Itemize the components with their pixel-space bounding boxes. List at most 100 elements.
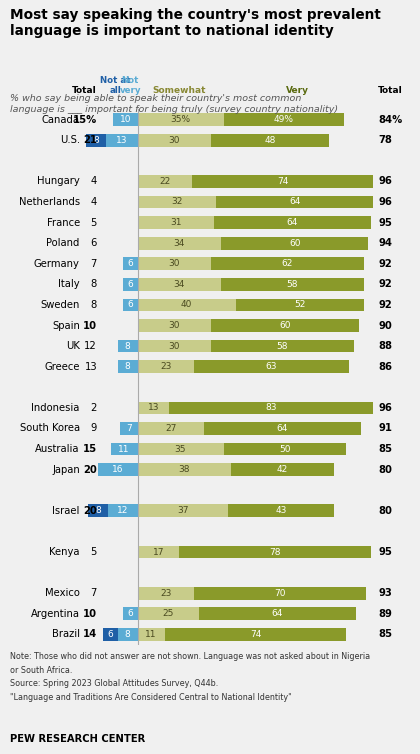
Bar [231,463,334,476]
Text: 64: 64 [277,424,288,433]
Text: 88: 88 [378,341,392,351]
Text: 30: 30 [169,259,180,268]
Text: 35%: 35% [171,115,191,124]
Bar [86,133,105,146]
Text: 64: 64 [272,609,283,618]
Text: 6: 6 [127,259,133,268]
Text: 16: 16 [112,465,123,474]
Text: 6: 6 [91,238,97,248]
Text: France: France [47,218,80,228]
Text: Canada: Canada [42,115,80,124]
Text: Argentina: Argentina [31,608,80,619]
Text: Japan: Japan [52,464,80,475]
Bar [165,628,346,641]
Text: 20: 20 [83,464,97,475]
Text: Kenya: Kenya [49,547,80,557]
Bar [123,278,137,291]
Bar [118,340,137,353]
Text: 60: 60 [279,321,291,330]
Text: 84%: 84% [378,115,402,124]
Text: 15%: 15% [73,115,97,124]
Text: 78: 78 [378,135,392,146]
Text: Brazil: Brazil [52,630,80,639]
Text: 7: 7 [126,424,132,433]
Text: Mexico: Mexico [45,588,80,598]
Text: 58: 58 [277,342,288,351]
Text: 38: 38 [178,465,190,474]
Text: 78: 78 [269,547,281,556]
Text: Australia: Australia [35,444,80,454]
Text: 40: 40 [181,300,192,309]
Text: Israel: Israel [52,506,80,516]
Text: 85: 85 [378,444,392,454]
Text: 7: 7 [91,588,97,598]
Text: UK: UK [66,341,80,351]
Text: 12: 12 [84,341,97,351]
Text: 92: 92 [378,300,392,310]
Text: 30: 30 [169,321,180,330]
Text: 6: 6 [108,630,113,639]
Text: 60: 60 [289,239,300,247]
Text: 96: 96 [378,197,392,207]
Text: 34: 34 [173,280,185,289]
Bar [137,401,170,414]
Bar [121,422,137,435]
Bar [194,360,349,373]
Bar [204,422,361,435]
Text: 14: 14 [83,630,97,639]
Bar [123,257,137,270]
Text: 96: 96 [378,176,392,186]
Text: PEW RESEARCH CENTER: PEW RESEARCH CENTER [10,734,146,744]
Text: 13: 13 [84,362,97,372]
Text: 95: 95 [378,218,392,228]
Bar [123,299,137,311]
Bar [221,237,368,250]
Bar [118,628,137,641]
Bar [170,401,373,414]
Text: Source: Spring 2023 Global Attitudes Survey, Q44b.: Source: Spring 2023 Global Attitudes Sur… [10,679,219,688]
Text: 8: 8 [95,507,101,515]
Text: 74: 74 [250,630,261,639]
Text: 7: 7 [91,259,97,268]
Text: 80: 80 [378,506,392,516]
Text: 74: 74 [277,177,288,186]
Text: 8: 8 [91,279,97,290]
Text: 37: 37 [177,507,189,515]
Bar [118,360,137,373]
Text: 5: 5 [91,218,97,228]
Text: 11: 11 [118,445,130,454]
Text: 95: 95 [378,547,392,557]
Text: 12: 12 [117,507,129,515]
Text: 23: 23 [160,589,171,598]
Text: 85: 85 [378,630,392,639]
Text: 13: 13 [148,403,159,412]
Text: % who say being able to speak their country's most common
language is ___ import: % who say being able to speak their coun… [10,94,339,115]
Text: Total: Total [72,86,97,95]
Text: 6: 6 [127,609,133,618]
Bar [216,195,373,208]
Bar [137,278,221,291]
Text: 8: 8 [125,630,131,639]
Text: 89: 89 [378,608,392,619]
Text: 35: 35 [175,445,186,454]
Text: 8: 8 [125,362,131,371]
Text: 9: 9 [91,424,97,434]
Text: 63: 63 [266,362,277,371]
Text: 92: 92 [378,279,392,290]
Text: South Korea: South Korea [20,424,80,434]
Text: Total: Total [378,86,403,95]
Text: 32: 32 [171,198,183,207]
Text: 5: 5 [91,547,97,557]
Bar [98,463,137,476]
Text: 30: 30 [169,136,180,145]
Bar [113,113,137,126]
Bar [192,175,373,188]
Text: 96: 96 [378,403,392,413]
Bar [137,628,165,641]
Text: 91: 91 [378,424,392,434]
Text: or South Africa.: or South Africa. [10,666,73,675]
Text: 30: 30 [169,342,180,351]
Bar [221,278,363,291]
Bar [137,299,236,311]
Text: Poland: Poland [47,238,80,248]
